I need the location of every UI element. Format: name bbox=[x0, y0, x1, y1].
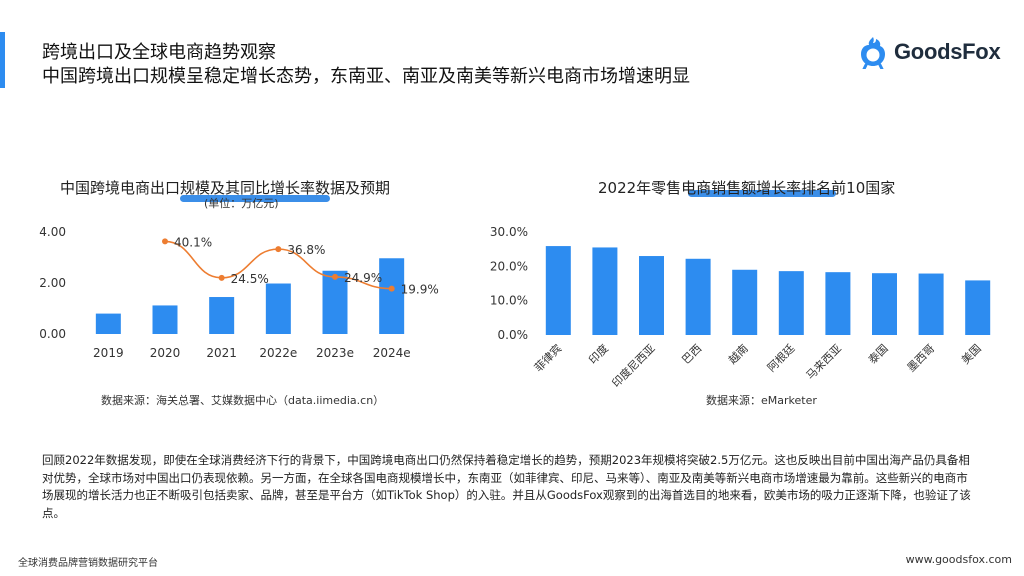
chart2-x-tick: 墨西哥 bbox=[905, 342, 938, 375]
chart2-x-tick: 巴西 bbox=[679, 342, 704, 367]
goodsfox-logo-icon bbox=[861, 37, 885, 69]
chart1-x-tick: 2021 bbox=[206, 346, 237, 360]
chart1-growth-point bbox=[275, 246, 282, 253]
chart1-growth-label: 19.9% bbox=[401, 283, 439, 297]
chart2-bar bbox=[965, 280, 991, 335]
chart2-x-tick: 印度 bbox=[586, 341, 611, 366]
chart2-bar bbox=[872, 273, 897, 335]
chart2-bar bbox=[545, 246, 571, 335]
chart1-growth-label: 24.5% bbox=[231, 272, 269, 286]
logo-text: GoodsFox bbox=[894, 39, 1001, 64]
chart1-x-tick: 2022e bbox=[259, 346, 297, 360]
chart1-x-tick: 2024e bbox=[373, 346, 411, 360]
footer-website-link[interactable]: www.goodsfox.com bbox=[905, 553, 1012, 566]
chart1-bar bbox=[209, 297, 235, 334]
chart2-y-tick: 10.0% bbox=[490, 294, 528, 308]
chart1-bar bbox=[152, 305, 178, 334]
chart2-bar bbox=[639, 256, 664, 335]
goodsfox-logo[interactable]: GoodsFox bbox=[858, 34, 1001, 70]
chart1-y-tick: 4.00 bbox=[39, 225, 66, 239]
chart1-growth-label: 24.9% bbox=[344, 271, 382, 285]
chart1-unit: (单位：万亿元) bbox=[204, 197, 279, 210]
chart2-x-tick: 越南 bbox=[725, 341, 750, 366]
chart1-x-tick: 2023e bbox=[316, 346, 354, 360]
chart1-growth-label: 36.8% bbox=[287, 243, 325, 257]
page-subtitle: 中国跨境出口规模呈稳定增长态势，东南亚、南亚及南美等新兴电商市场增速明显 bbox=[42, 66, 690, 87]
footer-platform-label: 全球消费品牌营销数据研究平台 bbox=[18, 558, 158, 569]
chart1-y-tick: 0.00 bbox=[39, 327, 66, 341]
chart2-x-tick: 菲律宾 bbox=[531, 341, 564, 374]
chart1-bar bbox=[95, 313, 121, 334]
page-title: 跨境出口及全球电商趋势观察 bbox=[42, 42, 276, 63]
chart1-bar bbox=[379, 258, 405, 334]
chart1-x-tick: 2019 bbox=[93, 346, 124, 360]
chart2-bar bbox=[825, 272, 851, 335]
chart1-title: 中国跨境电商出口规模及其同比增长率数据及预期 bbox=[60, 179, 391, 197]
chart2-x-tick: 马来西亚 bbox=[804, 342, 844, 382]
chart1-growth-point bbox=[162, 238, 168, 245]
chart2-x-tick: 印度尼西亚 bbox=[609, 341, 658, 390]
chart1-x-tick: 2020 bbox=[150, 346, 181, 360]
chart2-bar bbox=[732, 269, 758, 335]
chart1-growth-point bbox=[388, 285, 395, 292]
chart1-bar bbox=[322, 270, 348, 334]
chart2-x-tick: 美国 bbox=[959, 342, 984, 367]
chart2-y-tick: 30.0% bbox=[490, 225, 528, 239]
chart2-title: 2022年零售电商销售额增长率排名前10国家 bbox=[598, 179, 896, 197]
chart2-bar bbox=[592, 247, 618, 335]
chart2-title-underline bbox=[688, 190, 836, 197]
chart2-bar bbox=[685, 258, 711, 335]
chart2-source: 数据来源：eMarketer bbox=[706, 394, 817, 407]
chart1-title-underline bbox=[180, 195, 330, 202]
chart2-bar bbox=[918, 273, 944, 335]
chart1-svg: 4.00 2.00 0.00 2019 2020 2021 2022e 2023e 2024e 4… bbox=[39, 225, 439, 360]
chart1-bar bbox=[265, 283, 291, 334]
chart1-source: 数据来源：海关总署、艾媒数据中心（data.iimedia.cn） bbox=[101, 394, 385, 407]
chart2-y-tick: 0.0% bbox=[498, 328, 529, 342]
chart1-growth-point bbox=[332, 273, 338, 280]
chart2-x-tick: 泰国 bbox=[865, 341, 890, 366]
title-accent-bar bbox=[0, 32, 5, 88]
chart2-x-tick: 阿根廷 bbox=[764, 341, 797, 374]
chart2-bar bbox=[778, 271, 804, 335]
chart2-y-tick: 20.0% bbox=[490, 259, 528, 273]
chart1-growth-label: 40.1% bbox=[174, 235, 212, 249]
chart1-growth-point bbox=[218, 274, 225, 281]
analysis-paragraph: 回顾2022年数据发现，即使在全球消费经济下行的背景下，中国跨境电商出口仍然保持… bbox=[42, 453, 971, 520]
chart1-y-tick: 2.00 bbox=[39, 276, 66, 290]
